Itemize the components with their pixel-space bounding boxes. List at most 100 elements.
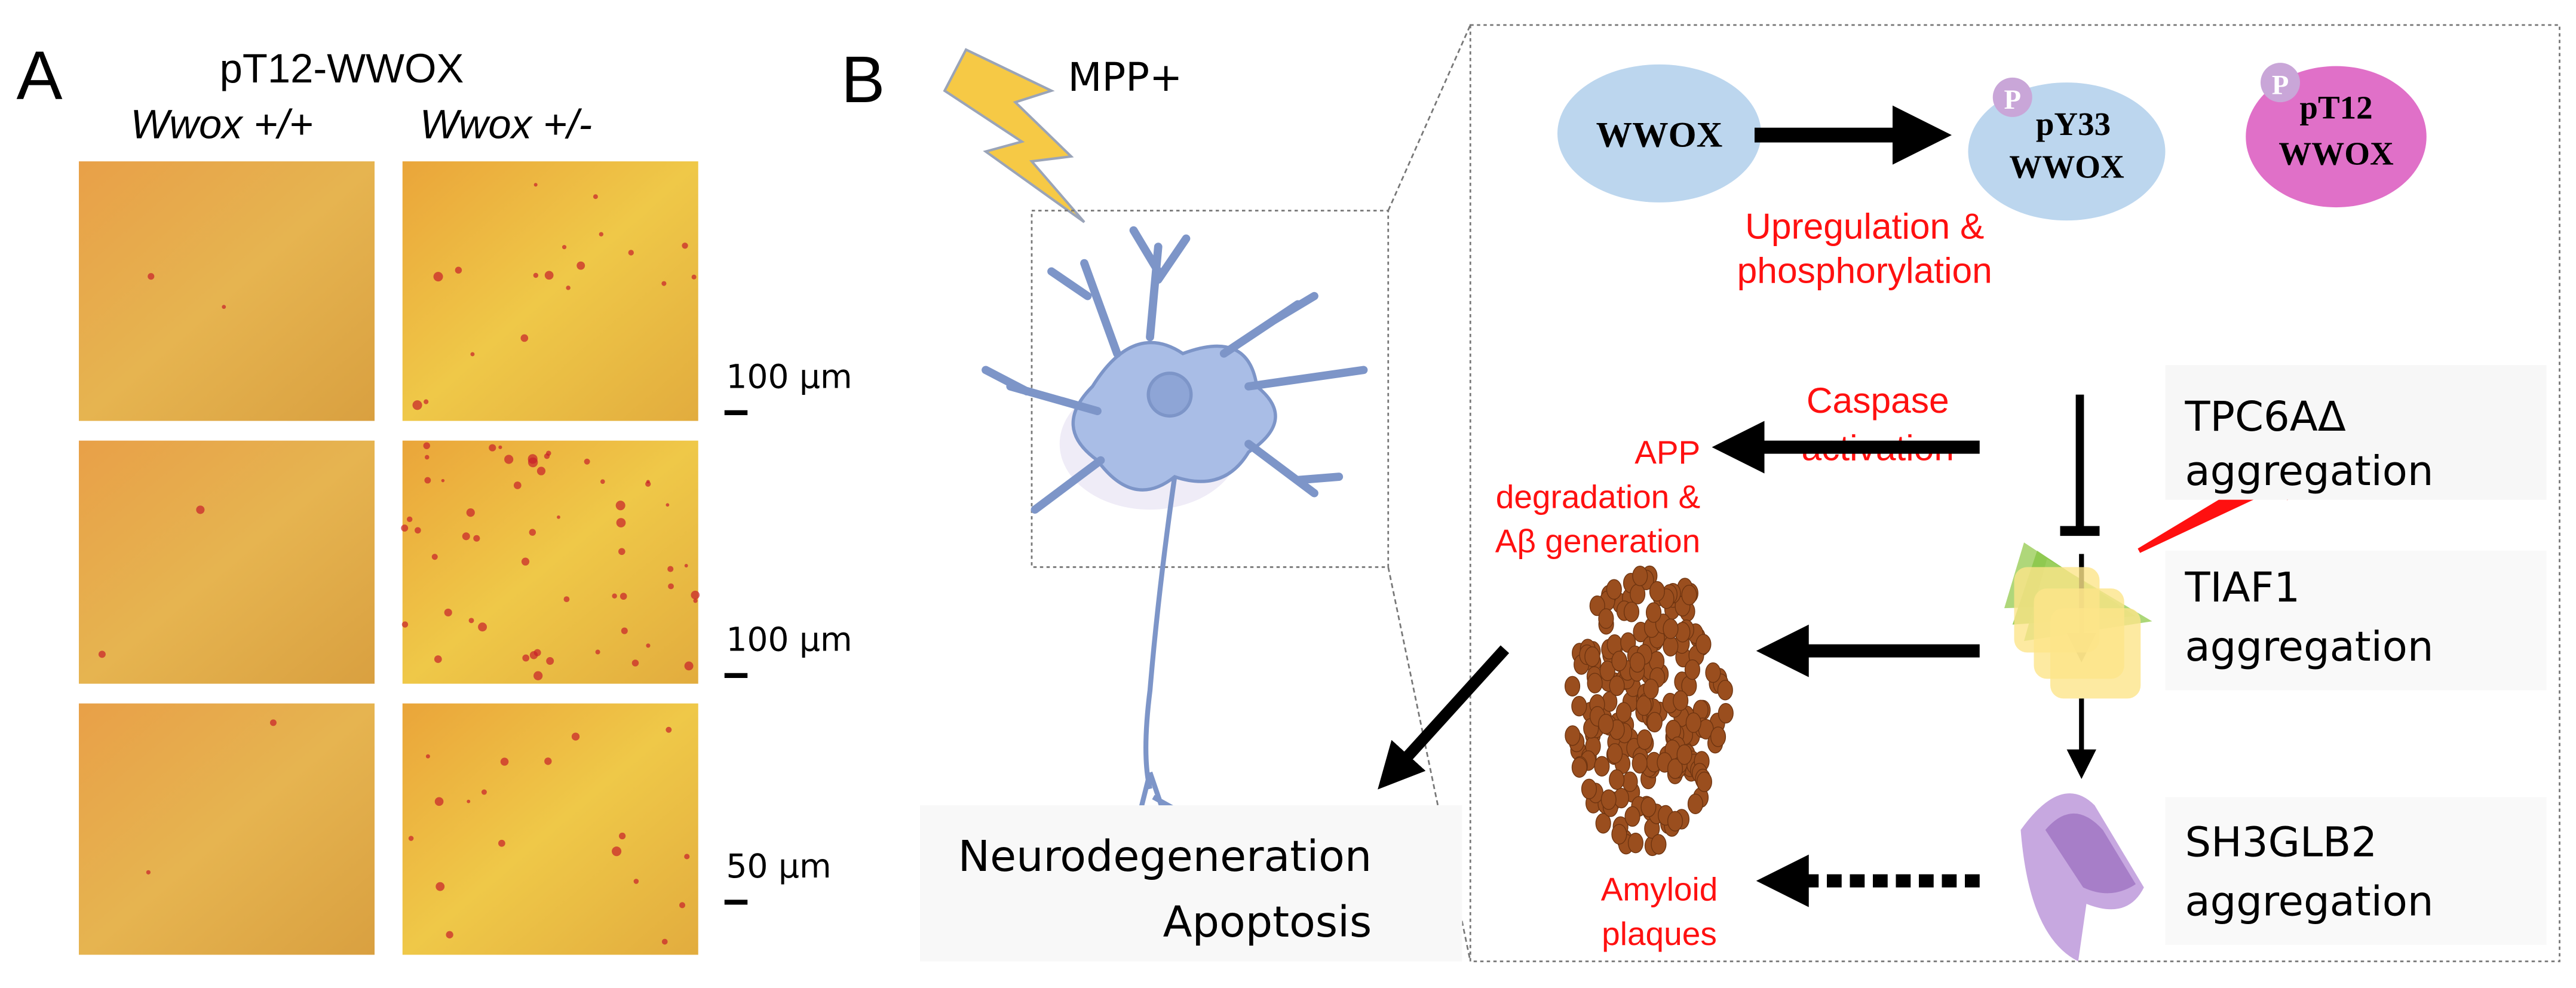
stimulus-label: MPP+ — [1068, 54, 1183, 100]
wwox-node: WWOX — [1557, 64, 1761, 202]
plaque-particle — [1684, 659, 1700, 680]
zoom-detail-box — [1469, 24, 2560, 962]
stain-spot — [529, 529, 536, 536]
micrograph-tile — [79, 440, 375, 684]
py33-wwox-node: P pY33 WWOX — [1968, 77, 2166, 221]
plaque-particle — [1636, 695, 1652, 716]
plaque-particle — [1640, 796, 1657, 818]
stain-spot — [595, 649, 600, 655]
stain-spot — [424, 477, 431, 484]
plaque-particle — [1598, 713, 1614, 735]
tiaf1-aggregate-icon — [2014, 567, 2141, 699]
stain-spot — [631, 659, 639, 667]
plaque-particle — [1685, 712, 1701, 734]
plaque-particle — [1584, 646, 1600, 667]
plaque-particle — [1607, 743, 1623, 764]
arrow-to-neurodegeneration — [1378, 645, 1510, 790]
stain-spot — [408, 836, 414, 841]
pt12-wwox-node: P pT12 WWOX — [2246, 63, 2427, 208]
stain-spot — [612, 846, 622, 857]
stain-spot — [146, 870, 151, 875]
label-bg — [2165, 550, 2547, 691]
stain-spot — [455, 266, 462, 274]
stain-spot — [679, 902, 686, 909]
app-label: APP — [1634, 434, 1700, 471]
py33-wwox-label: WWOX — [2009, 149, 2124, 185]
stain-spot — [544, 757, 552, 765]
stain-spot — [600, 479, 605, 484]
plaque-particle — [1643, 679, 1659, 699]
stain-spot — [576, 261, 585, 270]
tiaf1-aggregation-label: aggregation — [2185, 623, 2434, 671]
plaque-particle — [1622, 771, 1638, 792]
sh3glb2-label: SH3GLB2 — [2185, 818, 2378, 866]
lightning-bolt-icon — [943, 48, 1085, 223]
stain-spot — [489, 444, 496, 452]
stain-spot — [645, 481, 651, 487]
stain-spot — [436, 882, 445, 891]
plaque-particle — [1606, 579, 1622, 600]
plaque-particle — [1594, 756, 1610, 777]
amyloid-label: Amyloid — [1601, 871, 1718, 908]
plaque-particle — [1687, 793, 1703, 815]
plaque-particle — [1615, 702, 1632, 723]
stain-spot — [433, 272, 443, 282]
stain-spot — [661, 281, 667, 286]
stain-spot — [467, 799, 471, 803]
stain-spot — [618, 548, 625, 556]
plaque-particle — [1681, 584, 1697, 606]
stain-spot — [616, 518, 626, 527]
plaque-particle — [1717, 680, 1733, 701]
stain-spot — [628, 250, 634, 256]
panel-b-label: B — [841, 43, 885, 116]
plaque-particle — [1629, 652, 1645, 673]
plaque-particle — [1705, 662, 1721, 683]
plaque-particle — [1627, 832, 1643, 854]
plaque-particle — [1600, 789, 1617, 810]
stain-spot — [504, 455, 514, 464]
scale-bar-1: 100 μm — [724, 358, 852, 415]
apoptosis-label: Apoptosis — [1163, 897, 1372, 947]
sh3glb2-aggregate-icon — [2020, 793, 2144, 962]
plaque-particle — [1651, 834, 1667, 855]
stain-spot — [615, 501, 625, 511]
stain-spot — [571, 732, 580, 741]
stain-spot — [593, 194, 598, 200]
stain-spot — [684, 661, 694, 671]
stain-spot — [693, 599, 698, 603]
stain-spot — [431, 554, 438, 560]
plaque-particle — [1587, 673, 1603, 694]
stain-spot — [544, 453, 550, 459]
scale-bar-3: 50 μm — [724, 847, 832, 905]
scale-bar-label: 50 μm — [726, 847, 832, 885]
stain-spot — [148, 273, 155, 280]
stain-spot — [478, 622, 487, 632]
scale-bar-label: 100 μm — [726, 621, 852, 659]
stain-spot — [546, 657, 554, 665]
stain-spot — [470, 352, 475, 357]
stain-spot — [498, 445, 502, 449]
label-bg — [2165, 365, 2547, 500]
stain-spot — [434, 655, 442, 663]
sh3glb2-aggregation-label: aggregation — [2185, 877, 2434, 925]
stain-spot — [434, 797, 444, 806]
panel-b: B MPP+ WWOX P pY33 WWOX — [841, 24, 2560, 962]
stain-spot — [425, 754, 430, 759]
stain-spot — [196, 505, 205, 514]
plaque-particle — [1581, 778, 1597, 800]
stain-spot — [444, 608, 452, 616]
plaque-particle — [1599, 660, 1615, 682]
stain-spot — [522, 654, 530, 662]
stain-spot — [412, 400, 422, 410]
stain-spot — [446, 931, 453, 938]
stain-spot — [441, 478, 445, 483]
inhibition-arrow — [2060, 394, 2100, 536]
plaque-particle — [1667, 811, 1683, 831]
neuron-icon — [982, 226, 1368, 839]
stain-spot — [466, 508, 475, 517]
plaque-particle — [1630, 584, 1646, 605]
plaque-particle — [1565, 725, 1581, 746]
stain-spot — [536, 467, 546, 475]
micrograph-tile — [79, 703, 375, 955]
